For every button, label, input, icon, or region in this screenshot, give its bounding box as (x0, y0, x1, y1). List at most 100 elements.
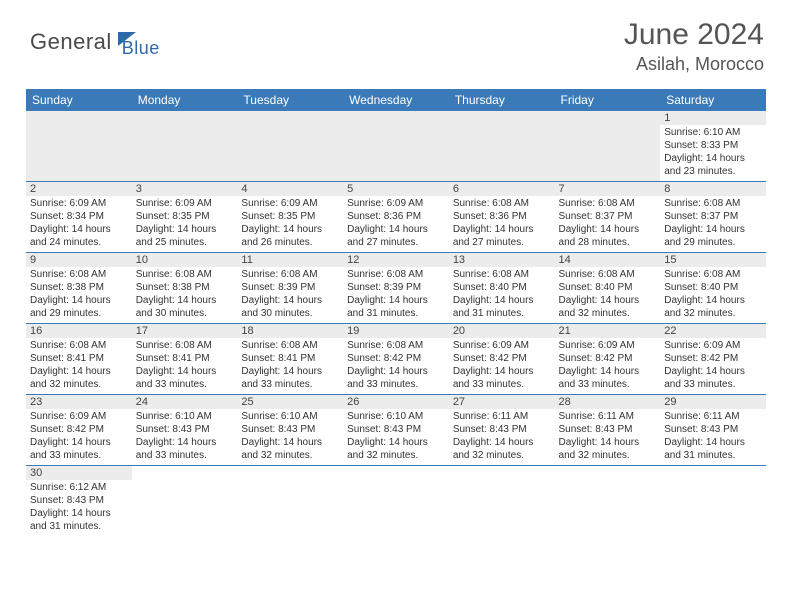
detail-line: and 31 minutes. (30, 520, 128, 533)
detail-line: Daylight: 14 hours (559, 365, 657, 378)
detail-line: Daylight: 14 hours (241, 294, 339, 307)
day-details: Sunrise: 6:10 AMSunset: 8:43 PMDaylight:… (132, 409, 238, 465)
detail-line: Daylight: 14 hours (30, 436, 128, 449)
detail-line: Sunset: 8:38 PM (30, 281, 128, 294)
detail-line: Daylight: 14 hours (453, 223, 551, 236)
detail-line: Daylight: 14 hours (136, 294, 234, 307)
empty-daynum (555, 111, 661, 126)
day-number: 14 (555, 253, 661, 267)
detail-line: Daylight: 14 hours (241, 223, 339, 236)
detail-line: Daylight: 14 hours (664, 294, 762, 307)
day-number: 5 (343, 182, 449, 196)
empty-cell (343, 466, 449, 537)
day-details: Sunrise: 6:08 AMSunset: 8:41 PMDaylight:… (26, 338, 132, 394)
detail-line: Sunrise: 6:11 AM (559, 410, 657, 423)
week-row: 16Sunrise: 6:08 AMSunset: 8:41 PMDayligh… (26, 324, 766, 395)
day-cell: 28Sunrise: 6:11 AMSunset: 8:43 PMDayligh… (555, 395, 661, 466)
month-title: June 2024 (624, 18, 764, 52)
detail-line: and 25 minutes. (136, 236, 234, 249)
detail-line: Daylight: 14 hours (347, 436, 445, 449)
day-details: Sunrise: 6:08 AMSunset: 8:42 PMDaylight:… (343, 338, 449, 394)
empty-cell (555, 111, 661, 182)
day-details: Sunrise: 6:11 AMSunset: 8:43 PMDaylight:… (660, 409, 766, 465)
detail-line: and 33 minutes. (453, 378, 551, 391)
location: Asilah, Morocco (624, 54, 764, 75)
detail-line: Sunset: 8:35 PM (136, 210, 234, 223)
day-cell: 13Sunrise: 6:08 AMSunset: 8:40 PMDayligh… (449, 253, 555, 324)
day-details: Sunrise: 6:09 AMSunset: 8:36 PMDaylight:… (343, 196, 449, 252)
detail-line: and 33 minutes. (347, 378, 445, 391)
day-number: 25 (237, 395, 343, 409)
detail-line: Sunrise: 6:09 AM (664, 339, 762, 352)
detail-line: Sunrise: 6:11 AM (664, 410, 762, 423)
day-cell: 9Sunrise: 6:08 AMSunset: 8:38 PMDaylight… (26, 253, 132, 324)
day-details: Sunrise: 6:11 AMSunset: 8:43 PMDaylight:… (449, 409, 555, 465)
day-details: Sunrise: 6:08 AMSunset: 8:37 PMDaylight:… (660, 196, 766, 252)
day-number: 10 (132, 253, 238, 267)
calendar-table: SundayMondayTuesdayWednesdayThursdayFrid… (26, 89, 766, 536)
detail-line: Sunset: 8:42 PM (664, 352, 762, 365)
day-cell: 12Sunrise: 6:08 AMSunset: 8:39 PMDayligh… (343, 253, 449, 324)
weekday-header: Friday (555, 89, 661, 111)
day-number: 11 (237, 253, 343, 267)
detail-line: Sunset: 8:38 PM (136, 281, 234, 294)
detail-line: and 32 minutes. (241, 449, 339, 462)
detail-line: Sunset: 8:40 PM (559, 281, 657, 294)
detail-line: Sunrise: 6:08 AM (241, 339, 339, 352)
detail-line: Sunset: 8:41 PM (241, 352, 339, 365)
day-number: 26 (343, 395, 449, 409)
day-cell: 11Sunrise: 6:08 AMSunset: 8:39 PMDayligh… (237, 253, 343, 324)
day-details: Sunrise: 6:09 AMSunset: 8:42 PMDaylight:… (26, 409, 132, 465)
detail-line: Sunrise: 6:09 AM (30, 197, 128, 210)
detail-line: and 32 minutes. (453, 449, 551, 462)
day-number: 29 (660, 395, 766, 409)
detail-line: Daylight: 14 hours (453, 365, 551, 378)
detail-line: Daylight: 14 hours (136, 365, 234, 378)
detail-line: Daylight: 14 hours (664, 152, 762, 165)
detail-line: Sunrise: 6:08 AM (453, 268, 551, 281)
empty-daynum (26, 111, 132, 126)
day-number: 2 (26, 182, 132, 196)
detail-line: Sunrise: 6:08 AM (241, 268, 339, 281)
day-details: Sunrise: 6:09 AMSunset: 8:35 PMDaylight:… (132, 196, 238, 252)
day-number: 4 (237, 182, 343, 196)
day-details: Sunrise: 6:08 AMSunset: 8:41 PMDaylight:… (132, 338, 238, 394)
day-number: 12 (343, 253, 449, 267)
detail-line: Sunset: 8:36 PM (347, 210, 445, 223)
detail-line: Sunrise: 6:10 AM (241, 410, 339, 423)
detail-line: Daylight: 14 hours (30, 223, 128, 236)
detail-line: and 26 minutes. (241, 236, 339, 249)
day-cell: 6Sunrise: 6:08 AMSunset: 8:36 PMDaylight… (449, 182, 555, 253)
detail-line: Sunrise: 6:08 AM (136, 339, 234, 352)
detail-line: Sunset: 8:43 PM (241, 423, 339, 436)
day-number: 20 (449, 324, 555, 338)
empty-daynum (449, 111, 555, 126)
empty-daynum (237, 111, 343, 126)
detail-line: and 30 minutes. (136, 307, 234, 320)
day-details: Sunrise: 6:10 AMSunset: 8:43 PMDaylight:… (237, 409, 343, 465)
detail-line: Sunrise: 6:09 AM (30, 410, 128, 423)
header: General Blue June 2024 Asilah, Morocco (0, 0, 792, 83)
day-cell: 23Sunrise: 6:09 AMSunset: 8:42 PMDayligh… (26, 395, 132, 466)
day-number: 1 (660, 111, 766, 125)
detail-line: Sunset: 8:41 PM (30, 352, 128, 365)
day-number: 9 (26, 253, 132, 267)
day-number: 15 (660, 253, 766, 267)
detail-line: Sunrise: 6:09 AM (559, 339, 657, 352)
day-cell: 1Sunrise: 6:10 AMSunset: 8:33 PMDaylight… (660, 111, 766, 182)
empty-cell (555, 466, 661, 537)
day-number: 23 (26, 395, 132, 409)
week-row: 2Sunrise: 6:09 AMSunset: 8:34 PMDaylight… (26, 182, 766, 253)
day-details: Sunrise: 6:08 AMSunset: 8:41 PMDaylight:… (237, 338, 343, 394)
detail-line: Daylight: 14 hours (136, 436, 234, 449)
detail-line: Sunrise: 6:10 AM (664, 126, 762, 139)
detail-line: Sunrise: 6:10 AM (347, 410, 445, 423)
detail-line: Sunset: 8:43 PM (30, 494, 128, 507)
day-details: Sunrise: 6:08 AMSunset: 8:38 PMDaylight:… (132, 267, 238, 323)
detail-line: Daylight: 14 hours (30, 294, 128, 307)
detail-line: Sunrise: 6:08 AM (664, 197, 762, 210)
day-number: 13 (449, 253, 555, 267)
detail-line: and 31 minutes. (664, 449, 762, 462)
day-cell: 16Sunrise: 6:08 AMSunset: 8:41 PMDayligh… (26, 324, 132, 395)
day-number: 28 (555, 395, 661, 409)
